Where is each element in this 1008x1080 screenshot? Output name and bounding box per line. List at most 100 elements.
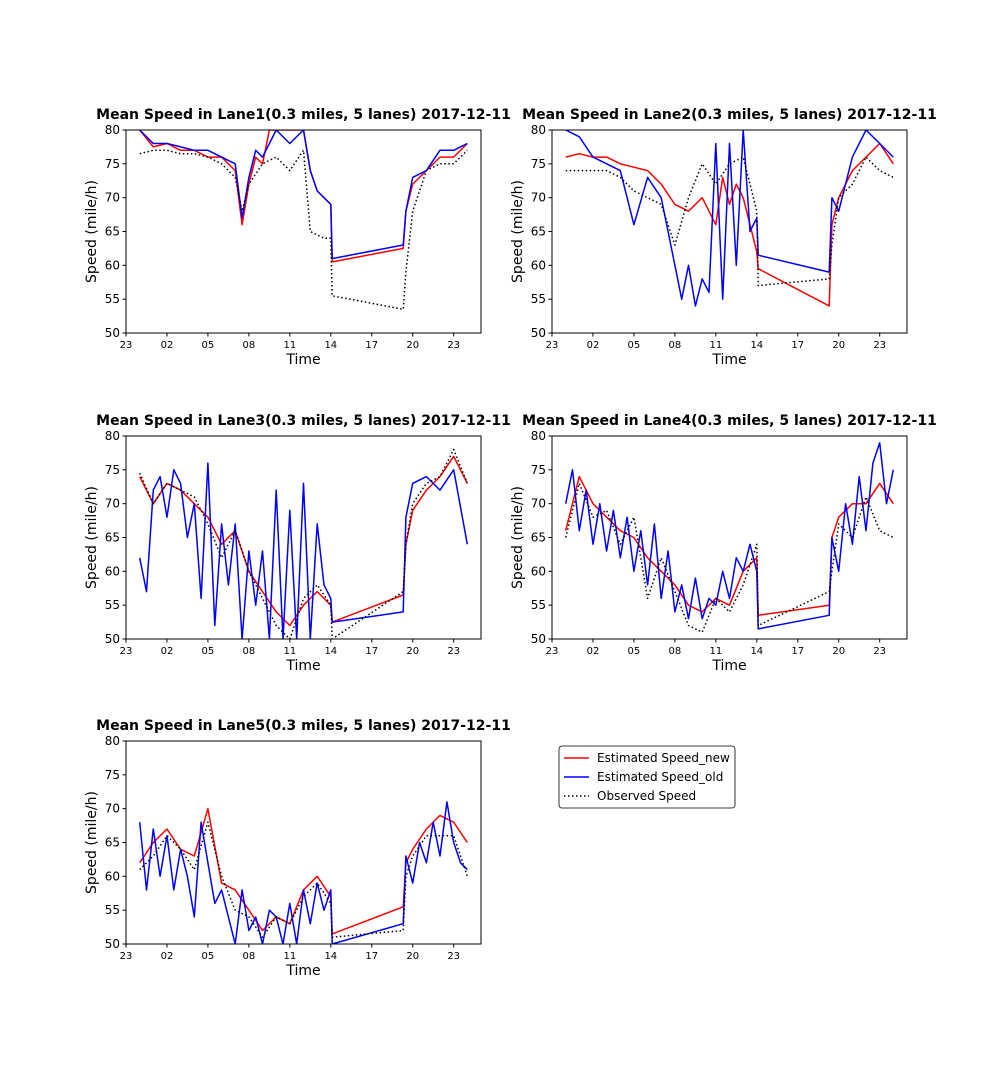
x-tick-label: 20 [406, 646, 419, 657]
x-tick-label: 05 [202, 951, 215, 962]
y-tick-label: 75 [531, 463, 546, 477]
panel-title: Mean Speed in Lane5(0.3 miles, 5 lanes) … [96, 718, 511, 734]
y-axis-label: Speed (mile/h) [84, 180, 100, 283]
x-tick-label: 11 [709, 340, 722, 351]
x-tick-label: 11 [283, 646, 296, 657]
x-tick-label: 23 [120, 646, 133, 657]
y-tick-label: 70 [531, 191, 546, 205]
x-tick-label: 17 [365, 951, 378, 962]
y-tick-label: 65 [105, 531, 120, 545]
y-tick-label: 80 [105, 734, 120, 748]
x-axis-label: Time [711, 352, 746, 368]
series-line-observed-speed [564, 482, 894, 633]
panel-title: Mean Speed in Lane4(0.3 miles, 5 lanes) … [522, 413, 937, 429]
y-tick-label: 75 [531, 157, 546, 171]
series-line-estimated-speed-old [138, 462, 469, 639]
y-axis-label: Speed (mile/h) [510, 486, 526, 589]
x-tick-label: 08 [243, 340, 256, 351]
x-tick-label: 14 [324, 646, 337, 657]
series-line-observed-speed [565, 156, 894, 287]
x-tick-label: 23 [120, 340, 133, 351]
series-line-estimated-speed-new [139, 130, 468, 263]
y-tick-label: 70 [105, 802, 120, 816]
y-tick-label: 50 [105, 632, 120, 646]
series-line-observed-speed [139, 149, 468, 311]
subplot-lane4: Mean Speed in Lane4(0.3 miles, 5 lanes) … [510, 413, 937, 674]
y-tick-label: 70 [531, 497, 546, 511]
y-axis-label: Speed (mile/h) [84, 791, 100, 894]
x-tick-label: 14 [750, 646, 763, 657]
y-tick-label: 80 [105, 123, 120, 137]
x-tick-label: 11 [283, 951, 296, 962]
x-tick-label: 23 [447, 340, 460, 351]
x-tick-label: 05 [628, 646, 641, 657]
y-tick-label: 70 [105, 191, 120, 205]
legend-label: Estimated Speed_new [597, 751, 730, 765]
y-tick-label: 55 [531, 292, 546, 306]
y-tick-label: 75 [105, 768, 120, 782]
x-tick-label: 02 [161, 340, 174, 351]
y-tick-label: 55 [105, 903, 120, 917]
x-tick-label: 20 [406, 340, 419, 351]
y-tick-label: 65 [105, 836, 120, 850]
x-tick-label: 20 [832, 646, 845, 657]
y-tick-label: 50 [531, 632, 546, 646]
panel-title: Mean Speed in Lane2(0.3 miles, 5 lanes) … [522, 107, 937, 123]
x-tick-label: 17 [791, 646, 804, 657]
subplot-lane1: Mean Speed in Lane1(0.3 miles, 5 lanes) … [84, 107, 511, 368]
x-tick-label: 05 [202, 646, 215, 657]
panel-title: Mean Speed in Lane3(0.3 miles, 5 lanes) … [96, 413, 511, 429]
x-tick-label: 02 [587, 340, 600, 351]
series-line-estimated-speed-new [139, 807, 468, 935]
y-tick-label: 80 [531, 123, 546, 137]
subplot-lane3: Mean Speed in Lane3(0.3 miles, 5 lanes) … [84, 413, 511, 674]
x-tick-label: 05 [628, 340, 641, 351]
legend: Estimated Speed_new Estimated Speed_old Ob… [558, 745, 736, 809]
x-tick-label: 23 [447, 646, 460, 657]
series-line-observed-speed [139, 821, 469, 938]
x-tick-label: 23 [546, 646, 559, 657]
y-tick-label: 60 [105, 258, 120, 272]
x-tick-label: 14 [750, 340, 763, 351]
series-line-estimated-speed-old [139, 130, 468, 260]
y-tick-label: 80 [105, 429, 120, 443]
y-tick-label: 60 [105, 564, 120, 578]
legend-label: Observed Speed [597, 789, 696, 803]
subplot-lane2: Mean Speed in Lane2(0.3 miles, 5 lanes) … [510, 107, 937, 368]
x-axis-label: Time [285, 963, 320, 979]
y-tick-label: 80 [531, 429, 546, 443]
x-tick-label: 02 [161, 646, 174, 657]
series-line-observed-speed [139, 448, 468, 639]
x-tick-label: 20 [832, 340, 845, 351]
x-tick-label: 20 [406, 951, 419, 962]
x-tick-label: 23 [873, 340, 886, 351]
x-tick-label: 17 [365, 646, 378, 657]
x-tick-label: 23 [447, 951, 460, 962]
x-tick-label: 14 [324, 951, 337, 962]
x-tick-label: 23 [120, 951, 133, 962]
series-line-estimated-speed-old [138, 801, 468, 944]
y-tick-label: 55 [531, 598, 546, 612]
y-tick-label: 75 [105, 463, 120, 477]
legend-label: Estimated Speed_old [597, 770, 723, 784]
y-tick-label: 50 [105, 326, 120, 340]
x-tick-label: 23 [873, 646, 886, 657]
legend-box [558, 745, 736, 809]
y-tick-label: 60 [531, 258, 546, 272]
y-tick-label: 55 [105, 598, 120, 612]
y-tick-label: 65 [531, 225, 546, 239]
x-tick-label: 02 [587, 646, 600, 657]
x-tick-label: 17 [791, 340, 804, 351]
x-tick-label: 08 [669, 340, 682, 351]
plot-frame [125, 740, 482, 945]
plot-frame [125, 129, 482, 334]
x-axis-label: Time [285, 352, 320, 368]
y-axis-label: Speed (mile/h) [510, 180, 526, 283]
x-tick-label: 11 [709, 646, 722, 657]
x-tick-label: 11 [283, 340, 296, 351]
y-tick-label: 60 [105, 869, 120, 883]
x-axis-label: Time [711, 658, 746, 674]
y-tick-label: 75 [105, 157, 120, 171]
x-tick-label: 02 [161, 951, 174, 962]
